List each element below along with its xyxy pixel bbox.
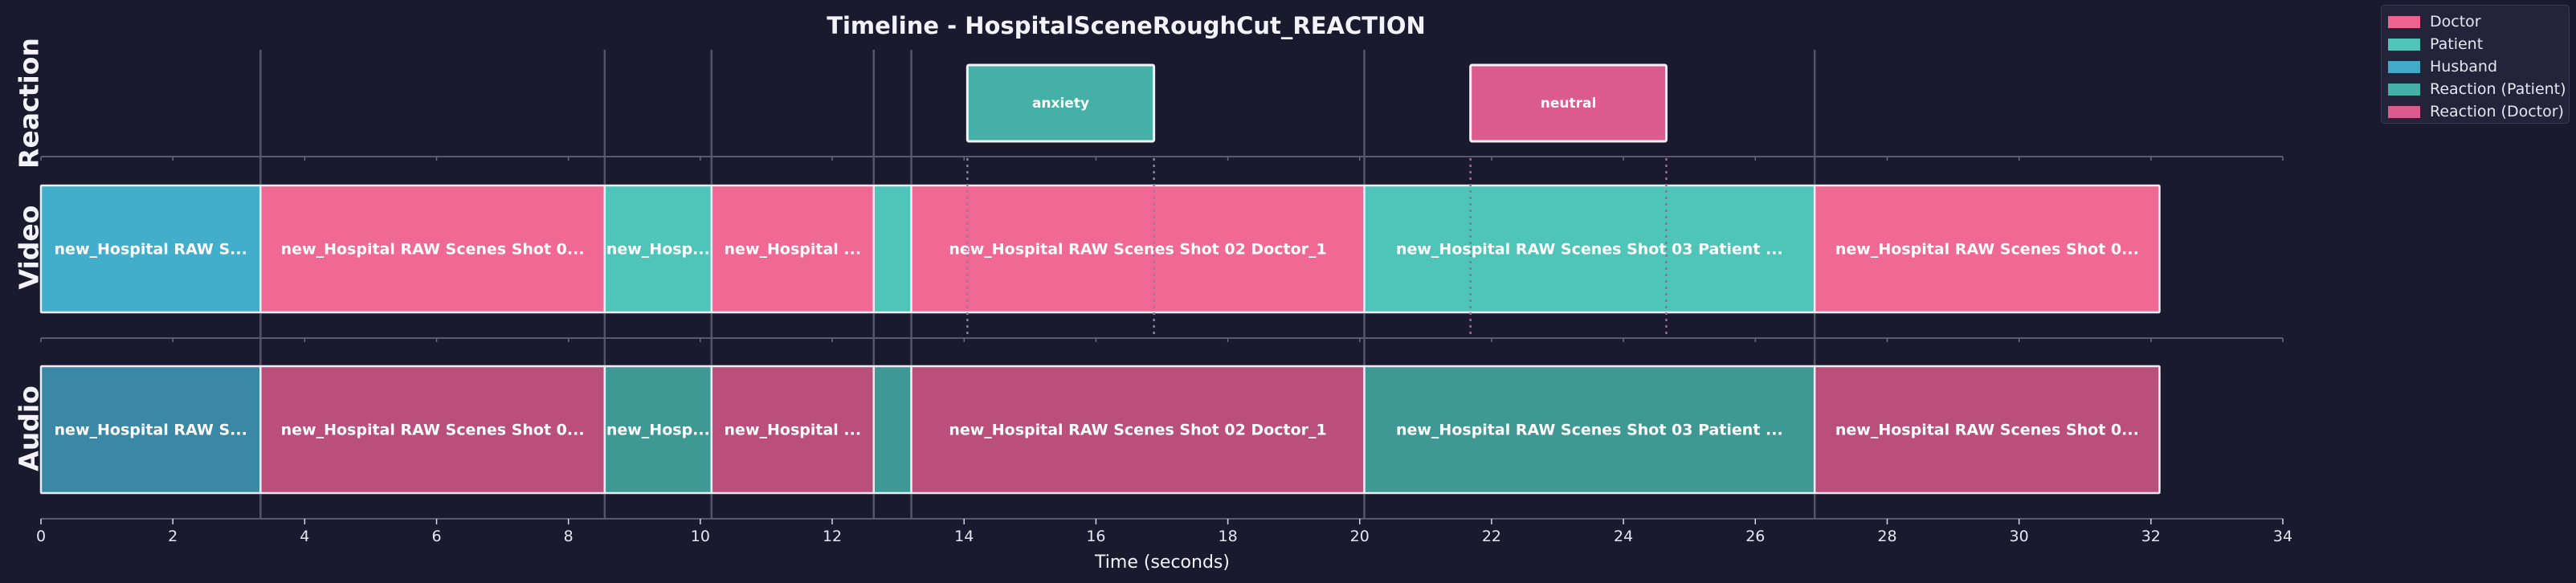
x-tick-label: 22 [1482, 528, 1501, 545]
video-clip-label: new_Hospital RAW Scenes Shot 0... [281, 241, 585, 259]
x-tick-label: 0 [36, 528, 46, 545]
legend-label-reaction-patient: Reaction (Patient) [2430, 80, 2566, 98]
x-tick-label: 26 [1745, 528, 1765, 545]
x-tick-label: 10 [691, 528, 710, 545]
legend-swatch-patient [2388, 38, 2420, 51]
legend-label-patient: Patient [2430, 35, 2484, 53]
legend-item-husband: Husband [2388, 57, 2497, 76]
video-clip-doctor [1813, 184, 2161, 314]
legend-swatch-reaction-doctor [2388, 105, 2420, 118]
track-label-reaction: Reaction [14, 38, 45, 169]
audio-clip-label: new_Hospital RAW Scenes Shot 03 Patient … [1396, 422, 1783, 439]
x-tick-label: 6 [431, 528, 441, 545]
reactions: anxiety neutral [965, 63, 1668, 338]
axes [40, 156, 2284, 520]
x-tick-label: 8 [564, 528, 574, 545]
audio-clip-label: new_Hospital RAW Scenes Shot 0... [281, 422, 585, 439]
video-clip-patient [872, 184, 912, 314]
legend-label-husband: Husband [2430, 58, 2498, 75]
reaction-box-neutral [1469, 63, 1668, 143]
audio-clip-label: new_Hospital RAW Scenes Shot 0... [1835, 422, 2139, 439]
x-tick-label: 20 [1350, 528, 1370, 545]
x-tick-label: 18 [1218, 528, 1237, 545]
x-tick-label: 2 [168, 528, 178, 545]
legend-label-doctor: Doctor [2430, 13, 2481, 31]
x-axis-ticks: 0 2 4 6 8 10 12 14 16 18 20 22 24 26 28 30 32 34 [36, 519, 2292, 545]
x-tick-label: 12 [823, 528, 842, 545]
audio-clip-label: new_Hosp... [606, 422, 710, 439]
video-clip-label: new_Hospital RAW Scenes Shot 03 Patient … [1396, 241, 1783, 259]
audio-clip-patient [872, 365, 912, 495]
audio-clip-doctor [1813, 365, 2161, 495]
video-clip-label: new_Hospital RAW Scenes Shot 02 Doctor_1 [949, 241, 1326, 259]
x-tick-label: 14 [954, 528, 974, 545]
clips: new_Hospital RAW S... new_Hospital RAW Sc… [39, 184, 2161, 495]
track-label-audio: Audio [14, 385, 45, 471]
x-axis-label: Time (seconds) [1094, 552, 1230, 573]
legend: Doctor Patient Husband Reaction (Patient… [2381, 5, 2570, 124]
chart-title: Timeline - HospitalSceneRoughCut_REACTIO… [827, 12, 1426, 39]
legend-swatch-reaction-patient [2388, 83, 2420, 96]
video-clip-label: new_Hosp... [606, 241, 710, 259]
audio-clip-label: new_Hospital RAW Scenes Shot 02 Doctor_1 [949, 422, 1326, 439]
x-tick-label: 24 [1614, 528, 1633, 545]
reaction-label-neutral: neutral [1541, 96, 1597, 112]
legend-item-doctor: Doctor [2388, 12, 2481, 31]
legend-swatch-doctor [2388, 15, 2420, 28]
x-tick-label: 16 [1086, 528, 1105, 545]
reaction-label-anxiety: anxiety [1032, 96, 1089, 112]
legend-item-reaction-doctor: Reaction (Doctor) [2388, 102, 2564, 121]
x-tick-label: 32 [2141, 528, 2161, 545]
legend-item-patient: Patient [2388, 35, 2483, 54]
video-clip-label: new_Hospital ... [725, 241, 862, 259]
x-tick-label: 28 [1877, 528, 1896, 545]
legend-swatch-husband [2388, 60, 2420, 73]
audio-clip-label: new_Hospital RAW S... [55, 422, 247, 439]
video-clip-label: new_Hospital RAW Scenes Shot 0... [1835, 241, 2139, 259]
audio-clip-label: new_Hospital ... [725, 422, 862, 439]
legend-label-reaction-doctor: Reaction (Doctor) [2430, 103, 2564, 120]
track-labels: Reaction Video Audio [14, 38, 45, 471]
x-tick-label: 34 [2273, 528, 2292, 545]
x-tick-label: 30 [2010, 528, 2029, 545]
x-tick-label: 4 [300, 528, 309, 545]
legend-item-reaction-patient: Reaction (Patient) [2388, 80, 2566, 99]
reaction-box-anxiety [965, 63, 1156, 143]
track-label-video: Video [14, 206, 45, 290]
video-clip-label: new_Hospital RAW S... [55, 241, 247, 259]
